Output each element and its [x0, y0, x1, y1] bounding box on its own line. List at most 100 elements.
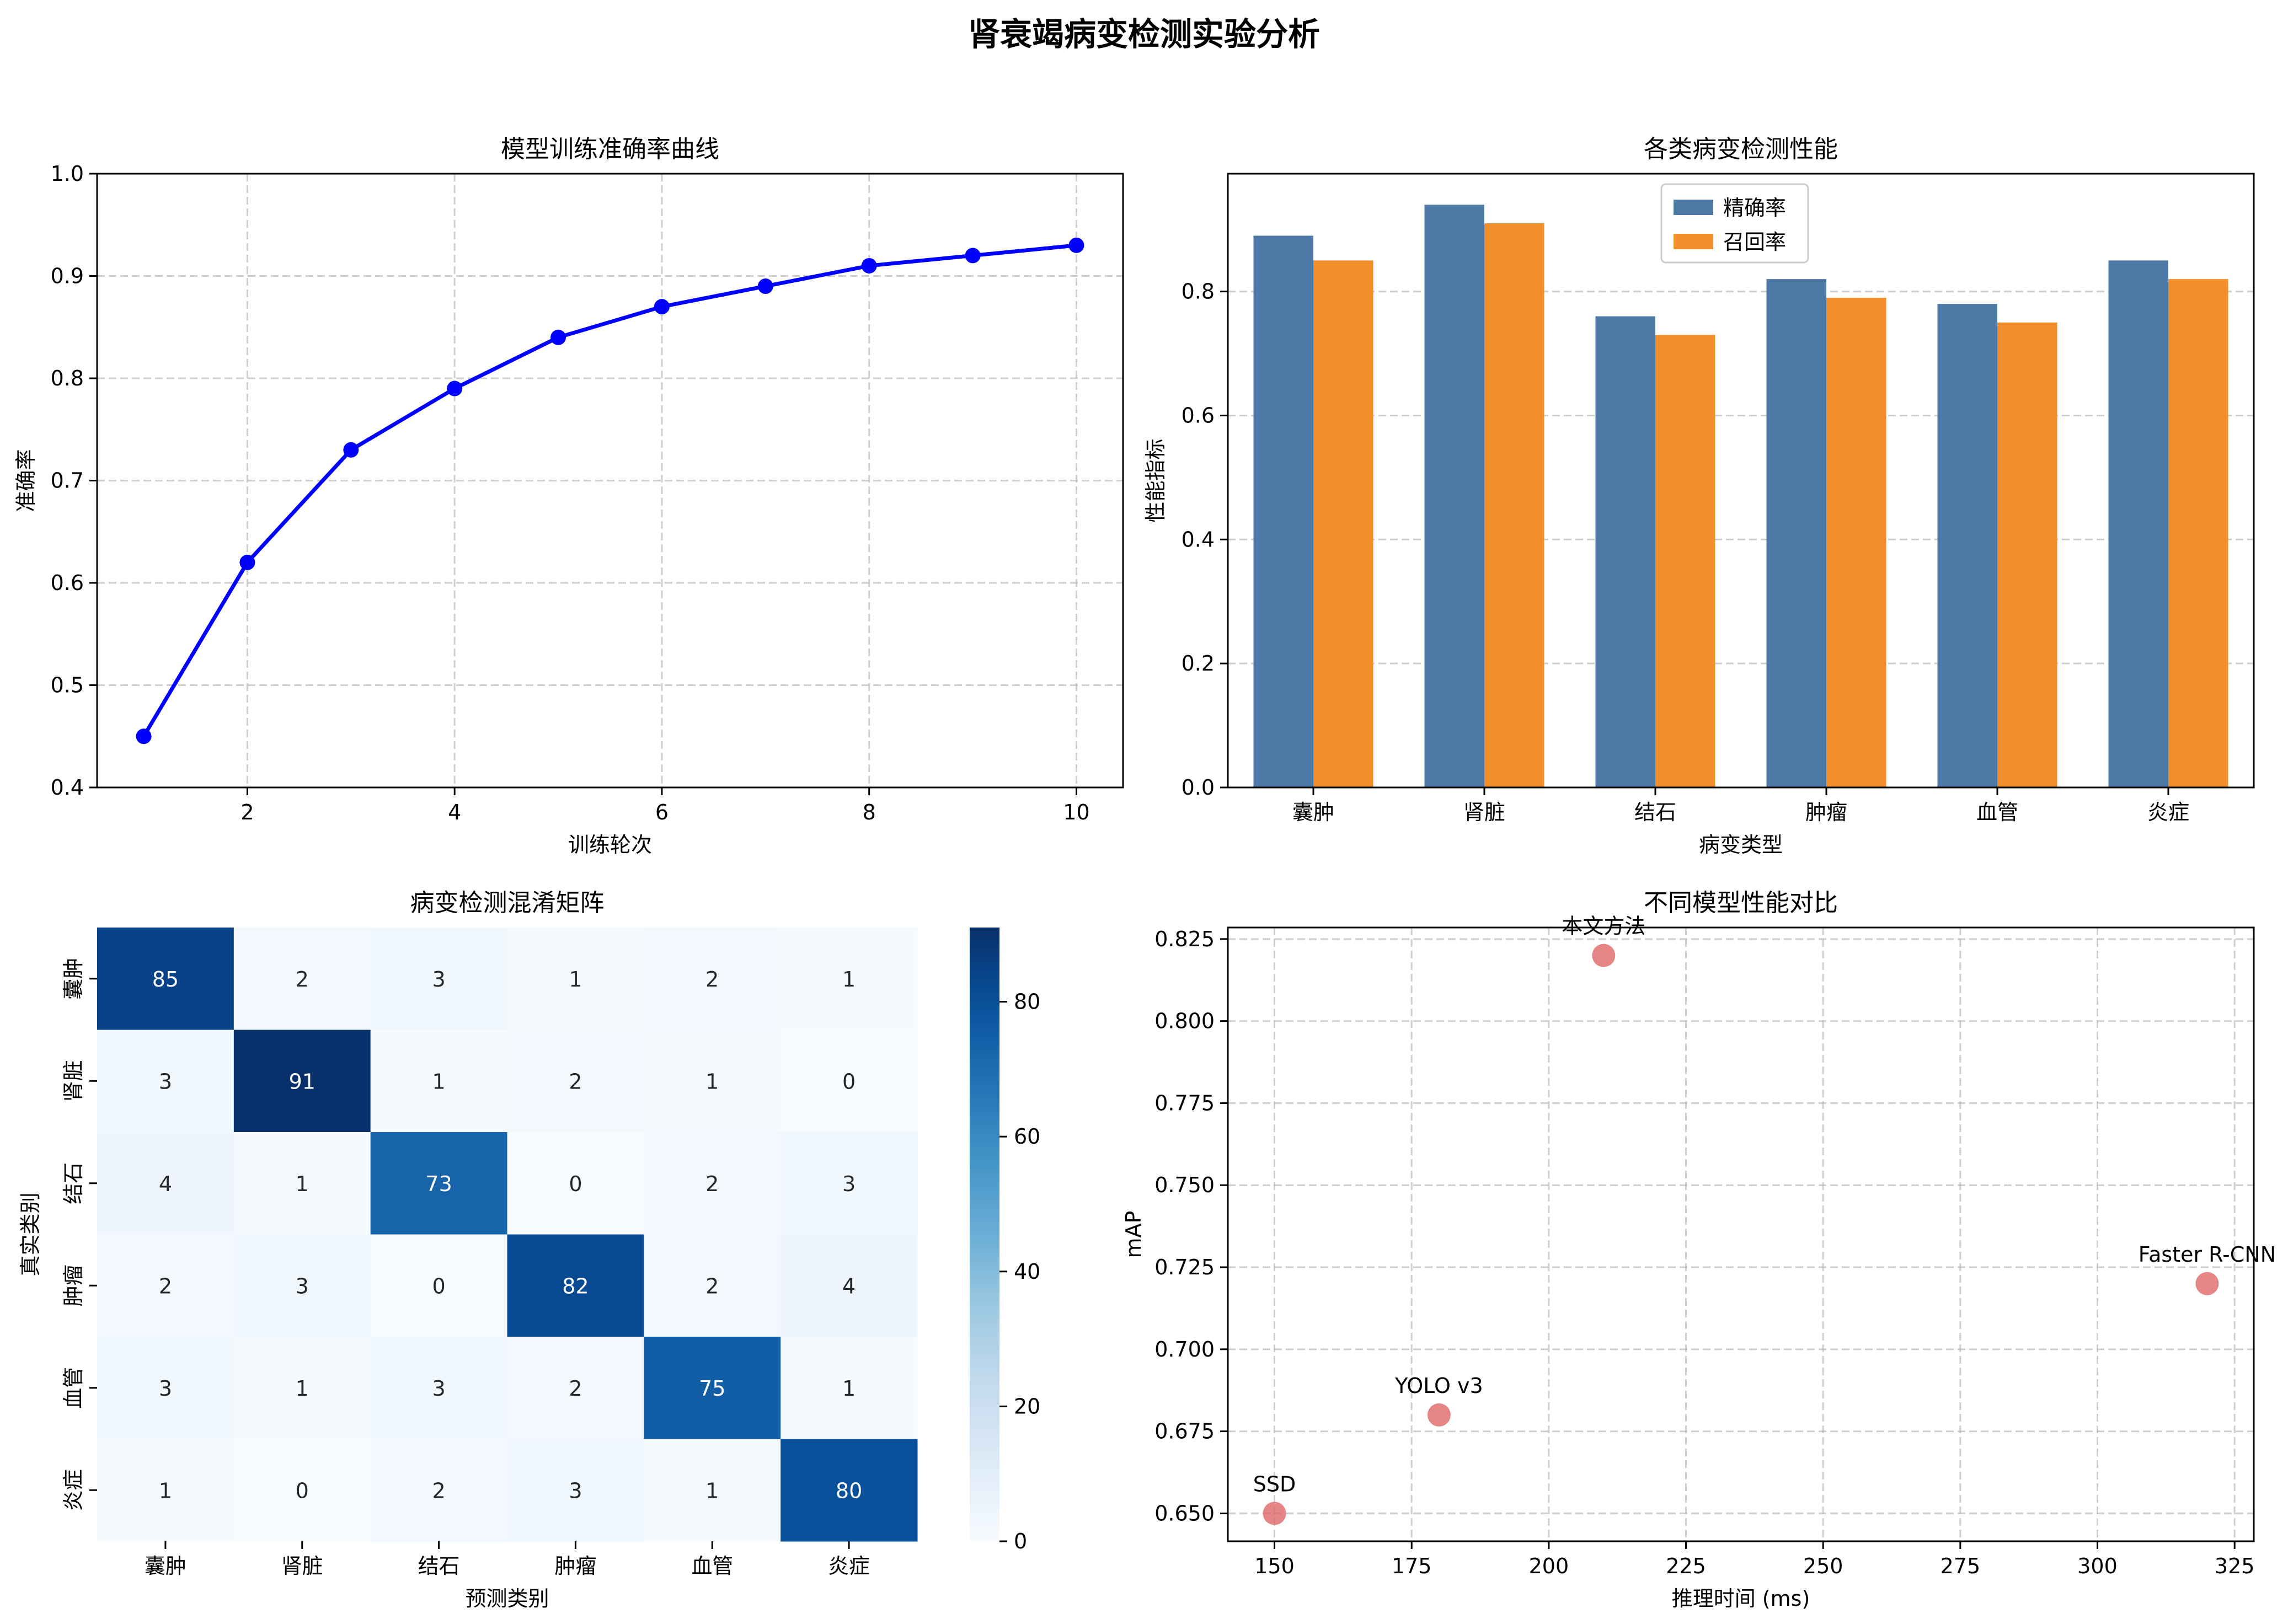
heatmap-cell-value: 1 — [705, 1478, 719, 1503]
scatter-y-tick-label: 0.750 — [1154, 1173, 1215, 1197]
scatter-x-tick-label: 275 — [1940, 1554, 1981, 1578]
scatter-y-tick-label: 0.700 — [1154, 1337, 1215, 1362]
legend-label-precision: 精确率 — [1723, 196, 1786, 220]
line-x-tick-label: 6 — [655, 800, 669, 824]
scatter-point-label: SSD — [1253, 1472, 1296, 1496]
heatmap-cell-value: 75 — [699, 1376, 725, 1401]
recall-bar — [1484, 223, 1544, 787]
scatter-y-tick-label: 0.800 — [1154, 1009, 1215, 1033]
scatter-y-tick-label: 0.725 — [1154, 1255, 1215, 1279]
accuracy-data-point — [654, 299, 670, 314]
line-chart-title: 模型训练准确率曲线 — [501, 135, 719, 163]
scatter-y-tick-label: 0.775 — [1154, 1091, 1215, 1115]
bar-x-tick-label: 肿瘤 — [1805, 800, 1847, 824]
heatmap-cell-value: 2 — [705, 1172, 719, 1196]
scatter-x-axis-label: 推理时间 (ms) — [1672, 1587, 1810, 1611]
accuracy-data-point — [136, 728, 152, 744]
figure-title: 肾衰竭病变检测实验分析 — [968, 15, 1320, 53]
colorbar-tick-label: 40 — [1014, 1259, 1040, 1284]
scatter-point — [2195, 1272, 2218, 1295]
scatter-y-tick-label: 0.675 — [1154, 1419, 1215, 1444]
legend-swatch-precision — [1674, 200, 1713, 215]
bar-x-tick-label: 血管 — [1976, 800, 2018, 824]
heatmap-cell-value: 0 — [296, 1478, 309, 1503]
precision-bar — [1938, 304, 1998, 787]
heatmap-x-tick-label: 肾脏 — [281, 1554, 323, 1578]
heatmap-cell-value: 2 — [705, 967, 719, 991]
bar-y-tick-label: 0.2 — [1182, 651, 1215, 676]
line-y-tick-label: 0.9 — [51, 264, 84, 288]
heatmap-cell-value: 2 — [296, 967, 309, 991]
scatter-chart-title: 不同模型性能对比 — [1644, 889, 1838, 917]
heatmap-cell-value: 1 — [842, 967, 856, 991]
line-y-tick-label: 0.8 — [51, 366, 84, 390]
accuracy-data-point — [965, 248, 981, 263]
line-y-tick-label: 1.0 — [51, 162, 84, 186]
heatmap-cell-value: 3 — [432, 1376, 445, 1401]
precision-bar — [1767, 279, 1827, 787]
heatmap-cell-value: 1 — [705, 1069, 719, 1094]
heatmap-cell-value: 1 — [569, 967, 582, 991]
heatmap-y-tick-label: 肿瘤 — [61, 1264, 85, 1306]
bar-x-tick-label: 囊肿 — [1292, 800, 1334, 824]
heatmap-cell-value: 91 — [289, 1069, 316, 1094]
line-x-tick-label: 10 — [1063, 800, 1089, 824]
line-y-tick-label: 0.5 — [51, 673, 84, 698]
heatmap-y-tick-label: 炎症 — [61, 1469, 85, 1511]
colorbar — [970, 928, 999, 1541]
accuracy-data-point — [239, 555, 255, 570]
scatter-x-tick-label: 225 — [1666, 1554, 1706, 1578]
bar-chart-title: 各类病变检测性能 — [1644, 135, 1838, 163]
line-y-tick-label: 0.4 — [51, 775, 84, 800]
recall-bar — [1826, 298, 1886, 787]
heatmap-cell-value: 4 — [842, 1274, 856, 1298]
confusion-matrix-heatmap: 85 2 3 1 2 13 91 1 2 1 04 1 73 0 2 32 3 0 82 2 43 1 3 2 75 11 0 2 3 1… — [18, 889, 1040, 1611]
scatter-point — [1592, 944, 1615, 967]
heatmap-x-tick-label: 结石 — [418, 1554, 460, 1578]
scatter-point-label: Faster R-CNN — [2139, 1242, 2276, 1267]
scatter-x-tick-label: 325 — [2215, 1554, 2255, 1578]
accuracy-data-point — [550, 330, 566, 345]
heatmap-cell-value: 0 — [569, 1172, 582, 1196]
heatmap-cell-value: 2 — [159, 1274, 172, 1298]
heatmap-cell-value: 1 — [842, 1376, 856, 1401]
heatmap-cell-value: 2 — [705, 1274, 719, 1298]
heatmap-cell-value: 1 — [432, 1069, 445, 1094]
recall-bar — [2168, 279, 2228, 787]
accuracy-data-point — [1068, 238, 1084, 253]
heatmap-cell-value: 3 — [296, 1274, 309, 1298]
line-x-axis-label: 训练轮次 — [568, 833, 652, 857]
heatmap-y-axis-label: 真实类别 — [18, 1192, 42, 1276]
heatmap-y-tick-label: 结石 — [61, 1162, 85, 1204]
precision-bar — [1254, 235, 1314, 787]
scatter-y-axis-label: mAP — [1121, 1211, 1146, 1258]
heatmap-y-tick-label: 肾脏 — [61, 1060, 85, 1102]
scatter-y-tick-label: 0.825 — [1154, 927, 1215, 951]
heatmap-cell-value: 0 — [842, 1069, 856, 1094]
heatmap-x-axis-label: 预测类别 — [465, 1587, 549, 1611]
heatmap-cell-value: 2 — [432, 1478, 445, 1503]
scatter-y-tick-label: 0.650 — [1154, 1501, 1215, 1525]
bar-y-tick-label: 0.6 — [1182, 403, 1215, 427]
line-x-tick-label: 8 — [863, 800, 876, 824]
bar-y-tick-label: 0.8 — [1182, 280, 1215, 304]
scatter-x-tick-label: 200 — [1529, 1554, 1569, 1578]
heatmap-cell-value: 1 — [159, 1478, 172, 1503]
recall-bar — [1313, 260, 1373, 787]
heatmap-cell-value: 3 — [569, 1478, 582, 1503]
colorbar-tick-label: 0 — [1014, 1529, 1027, 1553]
precision-bar — [1596, 317, 1656, 787]
colorbar-tick-label: 60 — [1014, 1124, 1040, 1149]
scatter-point-label: YOLO v3 — [1394, 1374, 1483, 1398]
bar-x-axis-label: 病变类型 — [1699, 833, 1783, 857]
heatmap-x-tick-label: 炎症 — [828, 1554, 870, 1578]
recall-bar — [1997, 323, 2057, 787]
heatmap-cell-value: 85 — [152, 967, 179, 991]
heatmap-cell-value: 3 — [842, 1172, 856, 1196]
scatter-point — [1263, 1502, 1286, 1525]
heatmap-x-tick-label: 肿瘤 — [554, 1554, 596, 1578]
heatmap-cell-value: 3 — [432, 967, 445, 991]
recall-bar — [1655, 335, 1715, 787]
bar-y-axis-label: 性能指标 — [1143, 438, 1168, 522]
